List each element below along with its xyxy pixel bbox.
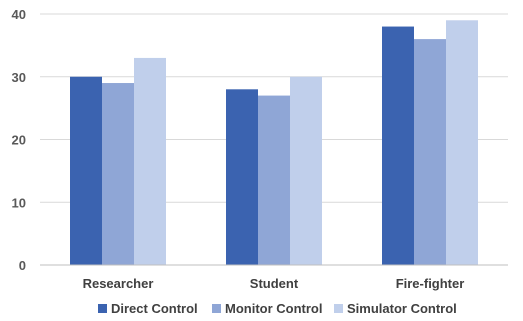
bar-researcher-monitor-control [102, 83, 134, 266]
bar-student-monitor-control [258, 95, 290, 265]
bars [70, 20, 478, 266]
bar-fire-fighter-simulator-control [446, 20, 478, 266]
bar-fire-fighter-monitor-control [414, 39, 446, 265]
y-tick-label-30: 30 [12, 70, 26, 85]
bar-student-direct-control [226, 89, 258, 265]
y-tick-label-0: 0 [19, 258, 26, 273]
bar-student-simulator-control [290, 76, 322, 265]
x-category-label-researcher: Researcher [83, 276, 154, 291]
x-axis: Researcher Student Fire-fighter [40, 264, 508, 291]
bar-researcher-direct-control [70, 76, 102, 265]
x-category-label-fire-fighter: Fire-fighter [396, 276, 465, 291]
legend-swatch-monitor-control [212, 304, 221, 313]
bar-researcher-simulator-control [134, 57, 166, 265]
y-tick-label-40: 40 [12, 7, 26, 22]
legend: Direct Control Monitor Control Simulator C… [98, 301, 457, 316]
x-category-label-student: Student [250, 276, 299, 291]
y-tick-label-20: 20 [12, 133, 26, 148]
y-tick-label-10: 10 [12, 195, 26, 210]
bar-fire-fighter-direct-control [382, 26, 414, 265]
legend-label-monitor-control: Monitor Control [225, 301, 322, 316]
legend-swatch-simulator-control [334, 304, 343, 313]
legend-label-direct-control: Direct Control [111, 301, 198, 316]
legend-swatch-direct-control [98, 304, 107, 313]
y-axis: 0 10 20 30 40 [12, 7, 26, 273]
legend-label-simulator-control: Simulator Control [347, 301, 457, 316]
